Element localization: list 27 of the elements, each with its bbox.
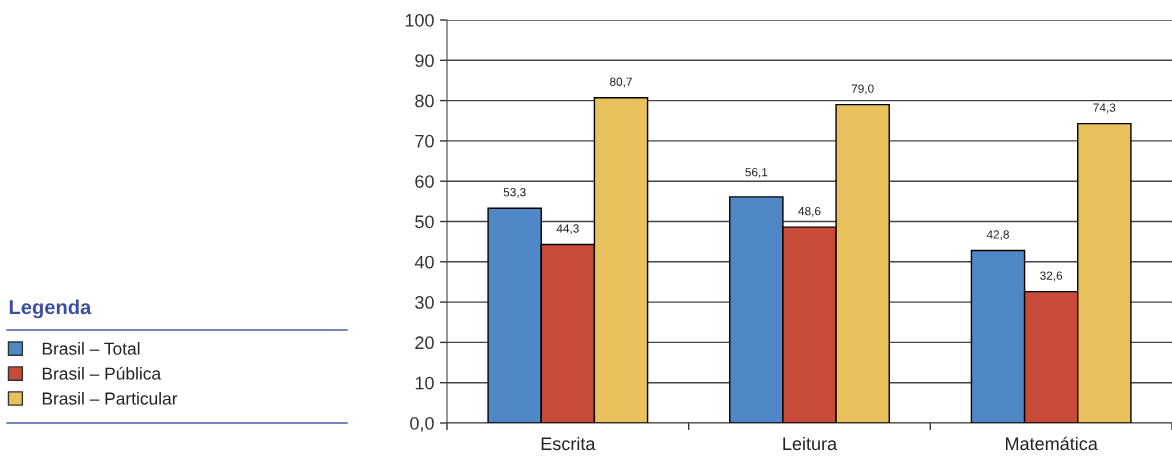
y-tick-label: 80	[415, 94, 434, 108]
y-tick-label: 50	[415, 215, 434, 229]
data-label: 74,3	[1093, 103, 1116, 114]
data-label: 42,8	[986, 230, 1009, 241]
data-label: 80,7	[610, 77, 632, 88]
y-tick-label: 20	[415, 336, 434, 350]
legend-title: Legenda	[9, 299, 92, 319]
x-tick-label: Matemática	[1005, 436, 1098, 451]
y-tick-label: 60	[415, 175, 434, 188]
data-label: 56,1	[745, 168, 768, 178]
legend-label: Brasil – Total	[42, 342, 140, 355]
legend-label: Brasil – Pública	[42, 366, 162, 380]
y-tick-label: 100	[405, 13, 434, 27]
x-tick-label: Escrita	[541, 436, 596, 451]
data-label: 48,6	[798, 206, 821, 217]
x-tick-label: Leitura	[783, 436, 838, 451]
y-tick-label: 90	[415, 54, 434, 68]
data-label: 79,0	[851, 84, 874, 95]
data-label: 53,3	[503, 188, 526, 198]
y-tick-label: 40	[414, 255, 434, 269]
data-label: 32,6	[1040, 271, 1063, 282]
legend-label: Brasil – Particular	[42, 391, 178, 405]
data-label: 44,3	[556, 224, 579, 235]
y-tick-label: 0,0	[410, 416, 434, 432]
y-tick-label: 10	[415, 376, 434, 390]
y-tick-label: 70	[415, 134, 434, 148]
y-tick-label: 30	[415, 296, 434, 309]
